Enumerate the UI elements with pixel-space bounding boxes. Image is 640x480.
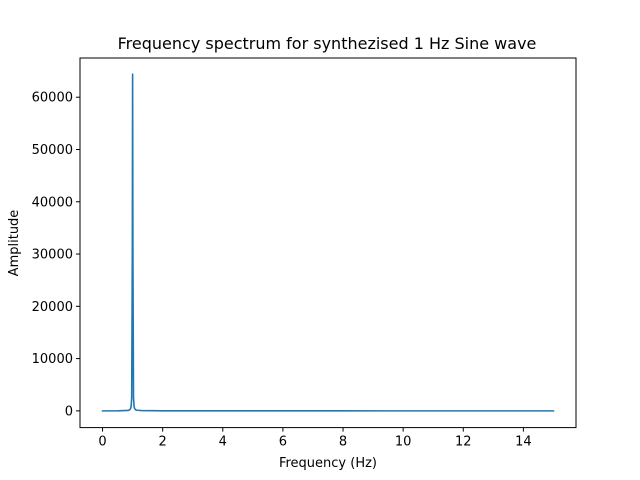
x-tick-label: 8	[339, 435, 347, 450]
chart-title: Frequency spectrum for synthezised 1 Hz …	[118, 34, 537, 53]
y-tick-label: 60000	[32, 91, 73, 106]
plot-frame	[79, 57, 577, 429]
series-line	[101, 73, 555, 412]
plot-area	[80, 58, 576, 428]
y-tick-label: 10000	[32, 352, 73, 367]
series-layer	[101, 73, 555, 412]
x-tick-label: 2	[159, 435, 167, 450]
y-axis-label: Amplitude	[7, 210, 22, 277]
x-axis-label: Frequency (Hz)	[279, 456, 377, 471]
y-tick-label: 0	[65, 404, 73, 419]
x-tick-label: 14	[515, 435, 532, 450]
y-tick-label: 50000	[32, 143, 73, 158]
y-tick-label: 30000	[32, 248, 73, 263]
x-tick-label: 6	[279, 435, 287, 450]
x-tick-label: 12	[455, 435, 472, 450]
x-tick-label: 10	[395, 435, 412, 450]
x-tick-label: 4	[219, 435, 227, 450]
y-tick-label: 40000	[32, 195, 73, 210]
x-tick-label: 0	[98, 435, 106, 450]
ticks-layer: 0 2 4 6 8 10 12 14 0 10000 20000 30000 40000 50000 600…	[32, 91, 532, 450]
y-tick-label: 20000	[32, 300, 73, 315]
